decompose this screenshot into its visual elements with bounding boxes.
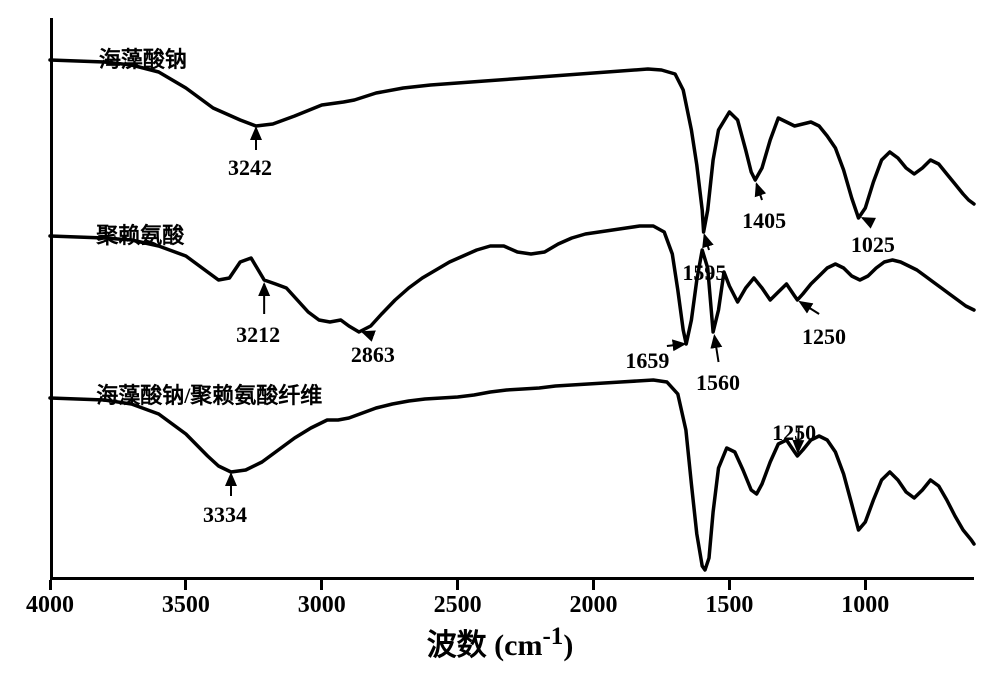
series-label: 海藻酸钠/聚赖氨酸纤维 xyxy=(96,378,322,410)
peak-annotation: 1560 xyxy=(696,370,740,396)
peak-annotation: 3212 xyxy=(236,322,280,348)
peak-annotation: 1025 xyxy=(851,232,895,258)
peak-annotation: 1405 xyxy=(742,208,786,234)
spectrum-line xyxy=(50,60,974,232)
series-label: 海藻酸钠 xyxy=(99,42,187,74)
annotation-arrow xyxy=(863,218,871,222)
annotation-arrow xyxy=(363,332,374,336)
ftir-figure: 4000350030002500200015001000 波数 (cm-1) 海… xyxy=(0,0,1000,676)
annotation-arrow xyxy=(757,184,762,200)
annotation-arrow xyxy=(714,336,718,362)
spectra-svg xyxy=(0,0,1000,676)
series-label: 聚赖氨酸 xyxy=(96,218,184,250)
annotation-arrow xyxy=(667,344,685,346)
peak-annotation: 1659 xyxy=(625,348,669,374)
annotation-arrow xyxy=(800,302,819,314)
peak-annotation: 1250 xyxy=(802,324,846,350)
annotation-arrow xyxy=(704,235,709,250)
peak-annotation: 1595 xyxy=(682,260,726,286)
peak-annotation: 3334 xyxy=(203,502,247,528)
peak-annotation: 3242 xyxy=(228,155,272,181)
peak-annotation: 1250 xyxy=(772,420,816,446)
peak-annotation: 2863 xyxy=(351,342,395,368)
